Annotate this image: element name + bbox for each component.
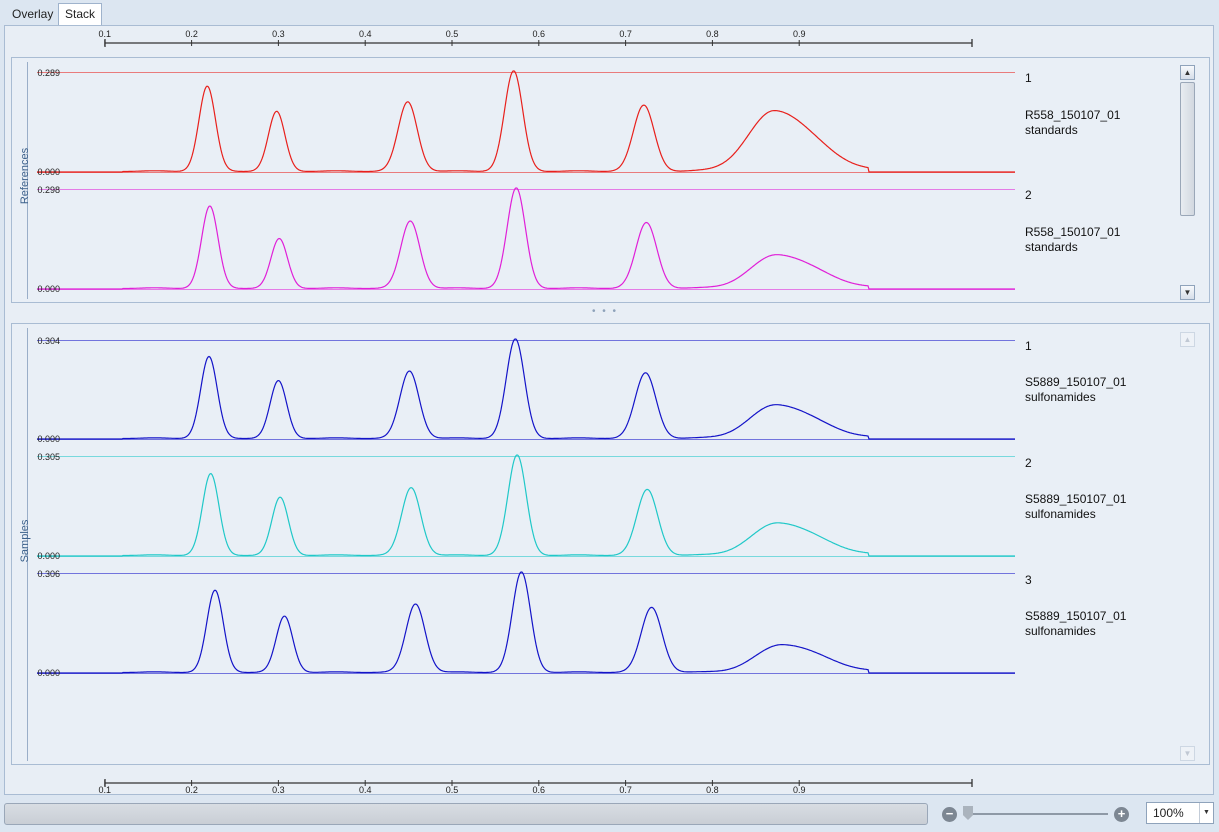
sample3-index: 3 xyxy=(1025,573,1032,587)
ref2-desc: standards xyxy=(1025,240,1078,254)
sample1-ymax: 0.304 xyxy=(37,336,60,346)
references-divider xyxy=(27,62,28,299)
ref2-ymin: 0.000 xyxy=(37,284,60,294)
top-tick-label-0.1: 0.1 xyxy=(99,29,112,39)
tab-overlay[interactable]: Overlay xyxy=(12,7,54,21)
sample3-desc: sulfonamides xyxy=(1025,624,1096,638)
ref1-ymax: 0.289 xyxy=(37,68,60,78)
progress-bar xyxy=(4,803,928,825)
sample2-desc: sulfonamides xyxy=(1025,507,1096,521)
top-x-axis: 0.1 0.2 0.3 0.4 0.5 0.6 0.7 0.8 0.9 xyxy=(99,29,973,47)
samples-label: Samples xyxy=(19,519,31,563)
top-tick-label-0.9: 0.9 xyxy=(793,29,806,39)
references-scroll-thumb[interactable] xyxy=(1180,82,1195,216)
sample3-ymin: 0.000 xyxy=(37,668,60,678)
zoom-out-button[interactable]: − xyxy=(942,807,957,822)
chevron-down-icon: ▼ xyxy=(1199,803,1213,823)
references-scroll-up-button[interactable]: ▲ xyxy=(1180,65,1195,80)
sample1-name: S5889_150107_01 xyxy=(1025,375,1127,389)
sample1-index: 1 xyxy=(1025,339,1032,353)
zoom-level-select[interactable]: 100% ▼ xyxy=(1146,802,1214,824)
sample1-desc: sulfonamides xyxy=(1025,390,1096,404)
ref2-index: 2 xyxy=(1025,188,1032,202)
bottom-tick-label-0.3: 0.3 xyxy=(272,785,285,795)
ref1-name: R558_150107_01 xyxy=(1025,108,1121,122)
top-tick-label-0.4: 0.4 xyxy=(359,29,372,39)
bottom-tick-label-0.4: 0.4 xyxy=(359,785,372,795)
top-tick-label-0.6: 0.6 xyxy=(533,29,546,39)
top-tick-label-0.2: 0.2 xyxy=(185,29,198,39)
bottom-tick-label-0.7: 0.7 xyxy=(619,785,632,795)
bottom-tick-label-0.2: 0.2 xyxy=(185,785,198,795)
bottom-tick-label-0.9: 0.9 xyxy=(793,785,806,795)
status-bar: − + 100% ▼ xyxy=(0,797,1219,832)
sample2-name: S5889_150107_01 xyxy=(1025,492,1127,506)
sample2-ymax: 0.305 xyxy=(37,452,60,462)
top-tick-label-0.5: 0.5 xyxy=(446,29,459,39)
top-tick-label-0.3: 0.3 xyxy=(272,29,285,39)
samples-scroll-down-button[interactable]: ▼ xyxy=(1180,746,1195,761)
ref2-ymax: 0.298 xyxy=(37,185,60,195)
sample2-ymin: 0.000 xyxy=(37,551,60,561)
references-scroll-down-button[interactable]: ▼ xyxy=(1180,285,1195,300)
panel-splitter[interactable]: • • • xyxy=(592,306,619,317)
top-tick-label-0.8: 0.8 xyxy=(706,29,719,39)
tab-stack[interactable]: Stack xyxy=(58,3,103,26)
zoom-level-value: 100% xyxy=(1153,806,1184,820)
sample2-index: 2 xyxy=(1025,456,1032,470)
zoom-slider-track[interactable] xyxy=(963,813,1108,815)
zoom-slider-thumb[interactable] xyxy=(963,806,973,820)
bottom-x-axis: 0.1 0.2 0.3 0.4 0.5 0.6 0.7 0.8 0.9 xyxy=(99,779,973,795)
zoom-in-button[interactable]: + xyxy=(1114,807,1129,822)
sample3-ymax: 0.306 xyxy=(37,569,60,579)
samples-scroll-up-button[interactable]: ▲ xyxy=(1180,332,1195,347)
bottom-tick-label-0.8: 0.8 xyxy=(706,785,719,795)
view-tabs: Overlay Stack xyxy=(0,0,1219,26)
references-panel xyxy=(11,57,1210,303)
ref2-name: R558_150107_01 xyxy=(1025,225,1121,239)
top-tick-label-0.7: 0.7 xyxy=(619,29,632,39)
ref1-ymin: 0.000 xyxy=(37,167,60,177)
bottom-tick-label-0.5: 0.5 xyxy=(446,785,459,795)
sample3-name: S5889_150107_01 xyxy=(1025,609,1127,623)
ref1-desc: standards xyxy=(1025,123,1078,137)
ref1-index: 1 xyxy=(1025,71,1032,85)
bottom-tick-label-0.1: 0.1 xyxy=(99,785,112,795)
samples-divider xyxy=(27,328,28,761)
bottom-tick-label-0.6: 0.6 xyxy=(533,785,546,795)
sample1-ymin: 0.000 xyxy=(37,434,60,444)
